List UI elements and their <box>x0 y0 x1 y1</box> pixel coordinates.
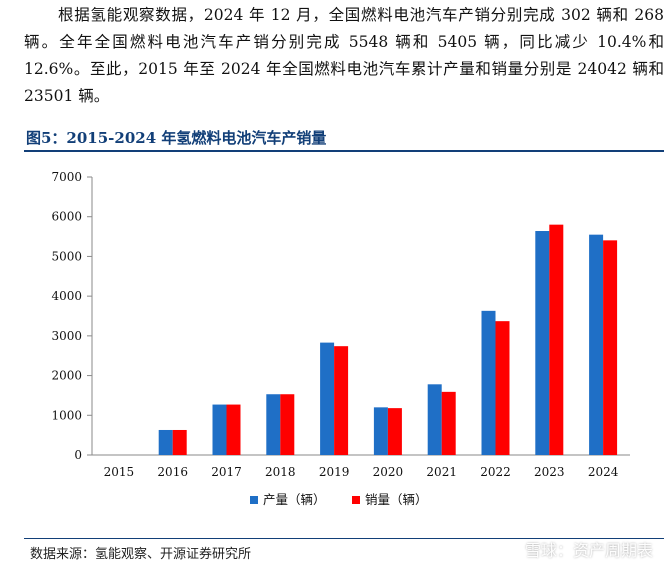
watermark: 雪球：资产周期表 <box>524 541 653 560</box>
y-tick-label: 6000 <box>51 210 82 224</box>
y-tick-label: 3000 <box>51 329 82 343</box>
y-tick-label: 0 <box>74 448 82 462</box>
x-tick-label: 2017 <box>211 465 242 479</box>
legend-swatch <box>352 496 360 504</box>
x-tick-label: 2018 <box>265 465 296 479</box>
x-tick-label: 2022 <box>480 465 511 479</box>
bar-production <box>427 384 442 455</box>
bar-sales <box>603 240 618 455</box>
bar-production <box>373 407 388 455</box>
bar-sales <box>226 404 241 455</box>
bar-sales <box>549 224 564 455</box>
bar-production <box>212 404 227 455</box>
bar-sales <box>495 321 510 455</box>
legend-label: 销量（辆） <box>365 492 428 507</box>
bar-production <box>535 231 550 455</box>
x-tick-label: 2020 <box>373 465 404 479</box>
y-tick-label: 1000 <box>51 408 82 422</box>
y-tick-label: 5000 <box>51 249 82 263</box>
x-tick-label: 2016 <box>157 465 188 479</box>
x-tick-label: 2019 <box>319 465 350 479</box>
figure-title: 图5：2015-2024 年氢燃料电池汽车产销量 <box>26 129 327 147</box>
x-tick-label: 2015 <box>104 465 135 479</box>
bar-production <box>158 429 173 455</box>
bar-production <box>320 342 335 455</box>
y-tick-label: 4000 <box>51 289 82 303</box>
legend-label: 产量（辆） <box>263 492 326 507</box>
bar-production <box>481 310 496 455</box>
bar-sales <box>387 408 402 455</box>
bar-sales <box>334 346 349 455</box>
source-divider <box>24 538 664 539</box>
bars <box>158 224 618 455</box>
y-tick-label: 2000 <box>51 369 82 383</box>
bar-sales <box>441 391 456 455</box>
title-divider <box>24 150 664 152</box>
bar-sales <box>280 394 295 455</box>
x-tick-label: 2023 <box>534 465 565 479</box>
data-source: 数据来源：氢能观察、开源证券研究所 <box>30 547 252 562</box>
y-axis: 0 1000 2000 3000 4000 5000 6000 7000 <box>51 170 93 462</box>
x-axis: 2015 2016 2017 2018 2019 2020 2021 2022 2023 2024 <box>92 454 630 479</box>
bar-production <box>266 394 281 455</box>
x-tick-label: 2024 <box>588 465 619 479</box>
y-tick-label: 7000 <box>51 170 82 184</box>
x-tick-label: 2021 <box>426 465 457 479</box>
intro-paragraph: 根据氢能观察数据，2024 年 12 月，全国燃料电池汽车产销分别完成 302 … <box>24 6 664 105</box>
legend: 产量（辆） 销量（辆） <box>250 492 428 507</box>
bar-production <box>589 234 604 455</box>
legend-swatch <box>250 496 258 504</box>
bar-sales <box>172 429 187 455</box>
